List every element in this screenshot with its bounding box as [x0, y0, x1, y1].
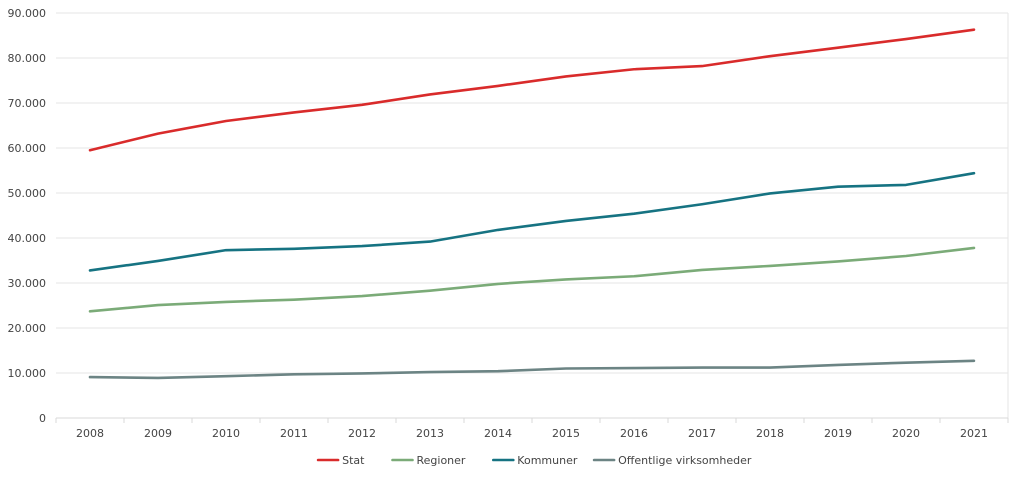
legend-item-stat: Stat [316, 454, 365, 467]
y-tick-label: 40.000 [8, 232, 47, 245]
y-axis-ticks: 0 10.000 20.000 30.000 40.000 50.000 60.000 70.… [8, 7, 47, 425]
gridlines [56, 12, 1009, 419]
series-line-regioner [88, 246, 976, 313]
x-tick-label: 2011 [280, 427, 308, 440]
legend-item-kommuner: Kommuner [491, 454, 578, 467]
legend-label: Kommuner [517, 454, 578, 467]
series-line-stat [88, 28, 976, 152]
series-lines [88, 28, 976, 380]
y-tick-label: 20.000 [8, 322, 47, 335]
series-line-offentlige-virksomheder [88, 359, 976, 380]
x-tick-label: 2020 [892, 427, 920, 440]
x-tick-label: 2018 [756, 427, 784, 440]
y-tick-label: 10.000 [8, 367, 47, 380]
y-tick-label: 90.000 [8, 7, 47, 20]
x-tick-label: 2008 [76, 427, 104, 440]
y-tick-label: 70.000 [8, 97, 47, 110]
x-tick-label: 2013 [416, 427, 444, 440]
y-tick-label: 50.000 [8, 187, 47, 200]
x-tick-label: 2016 [620, 427, 648, 440]
legend-label: Offentlige virksomheder [618, 454, 752, 467]
legend-label: Stat [342, 454, 365, 467]
legend-item-regioner: Regioner [391, 454, 466, 467]
y-tick-label: 60.000 [8, 142, 47, 155]
legend-item-offentlige-virksomheder: Offentlige virksomheder [592, 454, 752, 467]
y-tick-label: 0 [39, 412, 46, 425]
y-tick-label: 80.000 [8, 52, 47, 65]
x-tick-label: 2021 [960, 427, 988, 440]
x-axis-ticks: 2008 2009 2010 2011 2012 2013 2014 2015 2016 2017… [55, 418, 1009, 440]
legend: Stat Regioner Kommuner Offentlige virksomhe… [316, 454, 752, 467]
x-tick-label: 2017 [688, 427, 716, 440]
legend-label: Regioner [417, 454, 466, 467]
x-tick-label: 2009 [144, 427, 172, 440]
x-tick-label: 2010 [212, 427, 240, 440]
x-tick-label: 2012 [348, 427, 376, 440]
x-tick-label: 2015 [552, 427, 580, 440]
series-line-kommuner [88, 171, 976, 272]
x-tick-label: 2014 [484, 427, 512, 440]
x-tick-label: 2019 [824, 427, 852, 440]
y-tick-label: 30.000 [8, 277, 47, 290]
